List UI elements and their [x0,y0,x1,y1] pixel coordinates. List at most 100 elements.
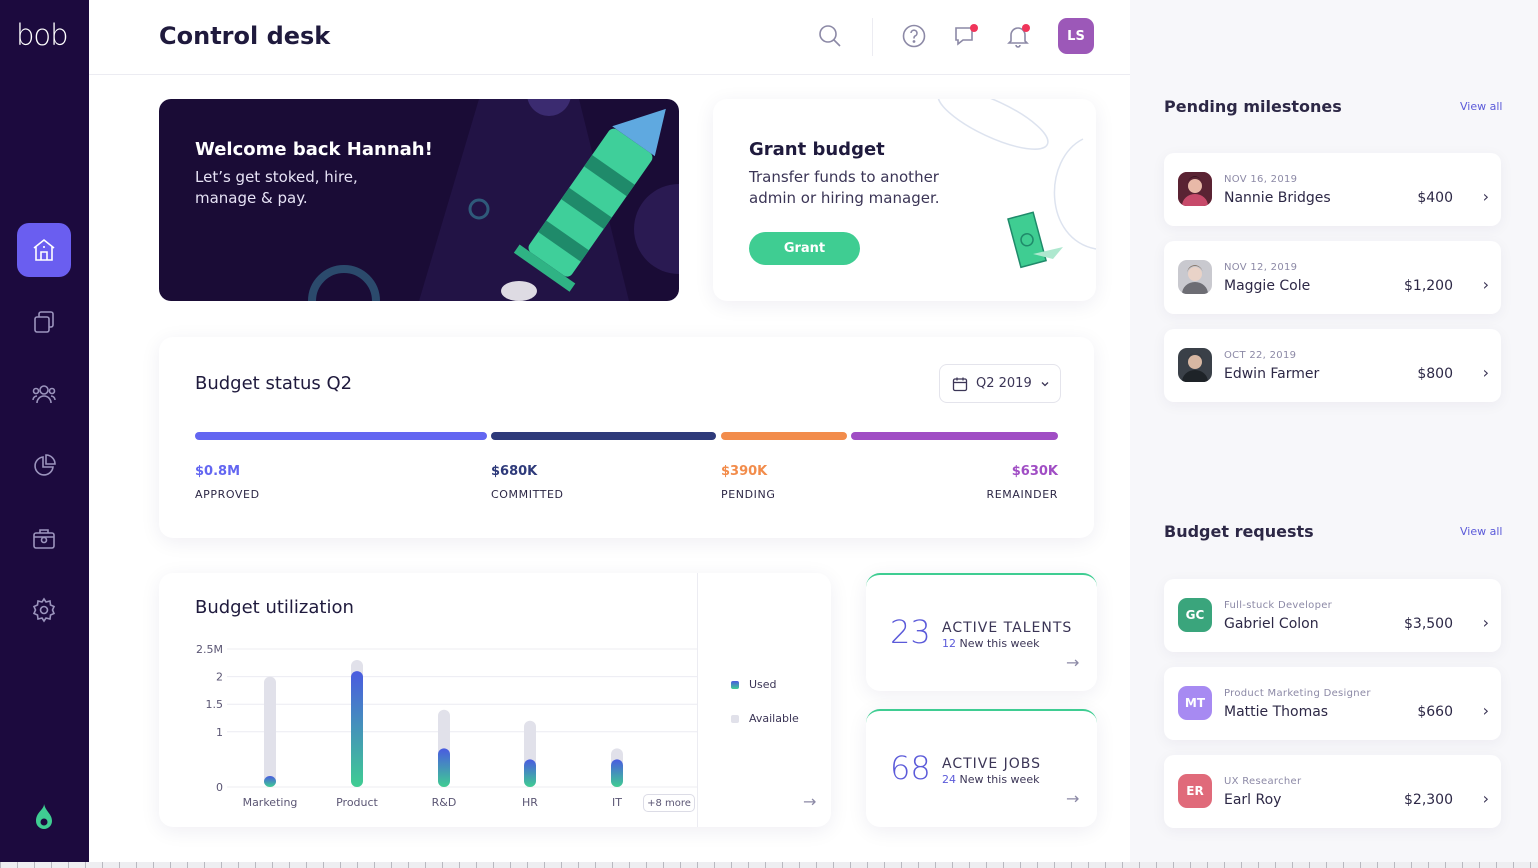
y-tick-label: 1.5 [206,698,224,711]
approved-label: APPROVED [195,488,260,501]
request-name: Mattie Thomas [1224,704,1329,720]
budget-status-title: Budget status Q2 [195,373,353,394]
chat-icon[interactable] [953,23,979,49]
remainder-value: $630K [1011,464,1058,479]
chevron-right-icon: › [1482,275,1489,294]
active-jobs-card[interactable]: 68 ACTIVE JOBS 24 New this week → [866,709,1097,827]
chevron-right-icon: › [1482,789,1489,808]
arrow-right-icon[interactable]: → [1066,653,1080,672]
welcome-title: Welcome back Hannah! [195,139,433,160]
sidebar-item-jobs[interactable] [17,511,71,565]
milestone-amount: $1,200 [1404,278,1453,294]
page-title: Control desk [159,22,331,50]
y-tick-label: 2.5M [196,643,223,656]
grant-budget-card: Grant budget Transfer funds to another a… [713,99,1096,301]
header: Control desk LS [89,0,1130,75]
arrow-right-icon[interactable]: → [1066,789,1080,808]
sidebar-item-reports[interactable] [17,439,71,493]
budget-utilization-card: Budget utilization 0 1 1.5 2 2.5M Marketing Pr… [159,573,831,827]
chevron-right-icon: › [1482,363,1489,382]
segment-approved [195,432,487,440]
period-select[interactable]: Q2 2019 [939,364,1061,403]
x-tick-label: R&D [432,796,457,809]
request-role: UX Researcher [1224,776,1302,787]
sidebar-item-settings[interactable] [17,583,71,637]
milestone-item[interactable]: OCT 22, 2019 Edwin Farmer $800 › [1164,329,1501,402]
committed-label: COMMITTED [491,488,564,501]
bar-used [264,775,276,787]
segment-remainder [851,432,1058,440]
period-value: Q2 2019 [976,376,1032,391]
milestone-item[interactable]: NOV 12, 2019 Maggie Cole $1,200 › [1164,241,1501,314]
bell-icon[interactable] [1005,23,1031,49]
sidebar-item-home[interactable] [17,223,71,277]
chart-divider [697,573,698,827]
x-tick-label: Marketing [243,796,298,809]
remainder-label: REMAINDER [986,488,1058,501]
chevron-right-icon: › [1482,701,1489,720]
bar-used [611,759,623,787]
legend-available-label: Available [749,712,799,725]
x-tick-label: IT [612,796,622,809]
bob-logo[interactable]: bob [16,18,69,52]
bar-available [264,676,276,787]
arrow-right-icon[interactable]: → [803,792,817,811]
more-categories-button[interactable]: +8 more [643,794,695,812]
welcome-text: Let’s get stoked, hire, manage & pay. [195,168,358,207]
bar-used [438,748,450,787]
flame-icon[interactable] [30,802,58,832]
sidebar-item-people[interactable] [17,367,71,421]
briefcase-icon [33,529,55,549]
active-talents-card[interactable]: 23 ACTIVE TALENTS 12 New this week → [866,573,1097,691]
grant-button[interactable]: Grant [749,232,860,265]
approved-value: $0.8M [195,464,241,479]
milestone-name: Maggie Cole [1224,278,1311,294]
request-item[interactable]: ER UX Researcher Earl Roy $2,300 › [1164,755,1501,828]
bottom-ruler [0,862,1538,868]
request-name: Gabriel Colon [1224,616,1319,632]
x-tick-label: Product [336,796,378,809]
active-talents-count: 23 [890,613,931,651]
bar-used [524,759,536,787]
bar-used [351,671,363,787]
legend-used-swatch [731,680,739,689]
grant-title: Grant budget [749,139,885,160]
people-icon [32,385,56,404]
milestone-item[interactable]: NOV 16, 2019 Nannie Bridges $400 › [1164,153,1501,226]
request-item[interactable]: MT Product Marketing Designer Mattie Tho… [1164,667,1501,740]
legend-available: Available [731,712,799,725]
talents-new-text: New this week [959,637,1040,650]
y-tick-label: 0 [216,781,223,794]
avatar [1178,172,1212,206]
legend-used-label: Used [749,678,777,691]
request-amount: $2,300 [1404,792,1453,808]
pending-value: $390K [721,464,768,479]
y-tick-label: 1 [216,726,223,739]
avatar: ER [1178,774,1212,808]
copy-icon [34,311,54,333]
help-icon[interactable] [901,23,927,49]
rocket-illustration [308,99,679,301]
milestone-name: Nannie Bridges [1224,190,1331,206]
pending-milestones-title: Pending milestones [1164,97,1342,116]
budget-utilization-title: Budget utilization [195,597,354,618]
sidebar-item-documents[interactable] [17,295,71,349]
request-amount: $3,500 [1404,616,1453,632]
request-role: Product Marketing Designer [1224,688,1371,699]
requests-view-all-link[interactable]: View all [1460,525,1503,538]
calendar-icon [952,377,968,391]
request-item[interactable]: GC Full-stuck Developer Gabriel Colon $3… [1164,579,1501,652]
x-tick-label: HR [522,796,538,809]
active-jobs-sub: 24 New this week [942,773,1039,786]
milestone-date: NOV 16, 2019 [1224,174,1298,185]
right-panel: Pending milestones View all NOV 16, 2019… [1130,0,1538,868]
search-icon[interactable] [817,23,843,49]
milestones-view-all-link[interactable]: View all [1460,100,1503,113]
chevron-down-icon [1041,381,1049,386]
legend-used: Used [731,678,777,691]
milestone-name: Edwin Farmer [1224,366,1320,382]
user-avatar[interactable]: LS [1058,18,1094,54]
person-photo [1178,260,1212,294]
avatar [1178,260,1212,294]
pie-chart-icon [34,454,56,476]
